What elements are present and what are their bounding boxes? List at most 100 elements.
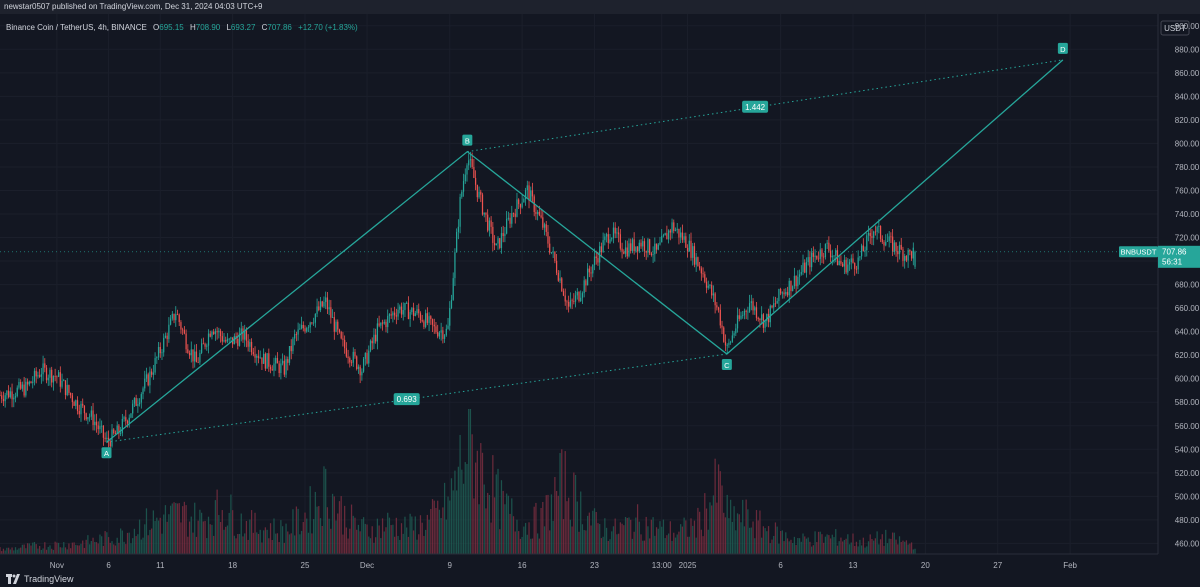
candle-body	[244, 330, 246, 340]
candle-body	[397, 309, 399, 317]
volume-bar	[867, 541, 870, 554]
candle-body	[659, 242, 661, 245]
currency-badge[interactable]: USDT	[1160, 20, 1190, 36]
volume-bar	[549, 530, 551, 554]
candle-body	[705, 281, 708, 288]
candle-body	[909, 249, 911, 252]
volume-bar	[649, 538, 651, 554]
candle-body	[11, 391, 13, 400]
volume-bar	[445, 519, 447, 554]
price-scale[interactable]	[1158, 14, 1200, 554]
volume-bar	[390, 525, 392, 554]
volume-bar	[323, 466, 325, 554]
volume-bar	[831, 534, 833, 554]
volume-bar	[511, 498, 513, 554]
candle-body	[649, 239, 651, 254]
volume-bar	[555, 491, 558, 554]
candle-body	[702, 273, 704, 275]
volume-bar	[537, 533, 539, 554]
candle-body	[707, 285, 709, 288]
volume-bar	[823, 542, 825, 554]
volume-bar	[811, 546, 813, 554]
candle-body	[867, 233, 870, 236]
candle-body	[573, 300, 575, 302]
candle-body	[456, 231, 458, 253]
harmonic-pattern[interactable]: 0.693 1.442 A B C D	[101, 42, 1068, 459]
candle-body	[747, 311, 749, 313]
candle-body	[790, 280, 792, 292]
price-chart[interactable]: 0.693 1.442 A B C D USDT 900.00 880.00 860.00 84…	[0, 14, 1200, 572]
volume-bar	[259, 529, 261, 554]
candle-body	[743, 310, 746, 316]
volume-bar	[182, 506, 184, 554]
volume-bar	[39, 546, 41, 554]
volume-bar	[695, 537, 697, 554]
volume-bar	[783, 541, 785, 554]
volume-bar	[138, 519, 141, 554]
candle-body	[464, 174, 466, 182]
candle-body	[859, 256, 861, 258]
ratio-bd-label: 1.442	[742, 100, 769, 113]
candle-body	[321, 301, 323, 307]
candle-body	[776, 301, 778, 304]
volume-bar	[319, 518, 322, 554]
volume-bar	[166, 521, 168, 554]
volume-bar	[492, 455, 494, 554]
candle-body	[538, 211, 540, 216]
candle-body	[699, 266, 701, 269]
volume-bar	[485, 508, 487, 554]
volume-bar	[883, 545, 885, 554]
volume-bar	[559, 453, 561, 554]
candle-body	[871, 236, 873, 238]
candle-body	[487, 214, 489, 231]
candle-body	[126, 420, 129, 424]
candle-body	[802, 262, 804, 272]
candle-body	[431, 319, 434, 325]
volume-bar	[686, 536, 689, 554]
volume-bar	[910, 542, 913, 554]
volume-bar	[342, 534, 344, 554]
candle-body	[457, 226, 459, 232]
candle-body	[192, 349, 194, 362]
volume-bar	[621, 523, 623, 554]
candle-body	[333, 317, 335, 332]
volume-bar	[45, 549, 48, 554]
candle-body	[368, 350, 370, 364]
volume-bar	[6, 547, 8, 554]
volume-bar	[752, 521, 754, 554]
volume-bar	[104, 531, 106, 554]
volume-bar	[328, 518, 330, 554]
volume-bar	[133, 528, 136, 554]
volume-bar	[723, 512, 725, 554]
volume-bar	[33, 541, 36, 554]
candle-body	[492, 226, 494, 243]
volume-bar	[137, 534, 139, 554]
volume-bar	[151, 528, 153, 554]
y-tick-label: 580.00	[1175, 398, 1200, 407]
volume-bar	[326, 507, 329, 554]
candle-body	[125, 417, 127, 421]
volume-bar	[707, 529, 709, 554]
candle-body	[285, 359, 287, 375]
volume-bar	[488, 494, 491, 554]
volume-bar	[56, 542, 58, 554]
candle-body	[25, 381, 27, 396]
volume-bar	[9, 549, 11, 554]
candle-body	[323, 301, 325, 307]
candle-body	[154, 358, 156, 373]
volume-bar	[228, 512, 230, 554]
volume-bar	[207, 516, 210, 554]
candle-body	[159, 346, 161, 354]
volume-bar	[873, 540, 875, 554]
candle-body	[843, 259, 845, 267]
volume-bar	[640, 534, 642, 554]
volume-bar	[735, 530, 737, 554]
candle-body	[490, 220, 492, 227]
volume-bar	[531, 538, 534, 554]
volume-bar	[850, 542, 852, 554]
candle-body	[654, 243, 656, 255]
volume-bar	[221, 510, 223, 554]
volume-bar	[142, 537, 144, 554]
candle-body	[188, 352, 191, 356]
tradingview-logo[interactable]: TradingView	[6, 574, 74, 584]
